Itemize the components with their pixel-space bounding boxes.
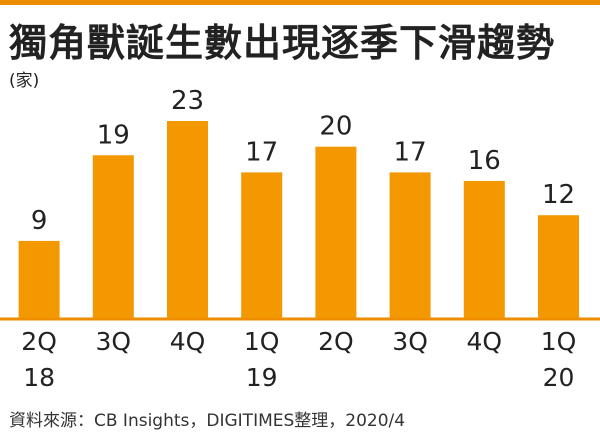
x-tick-label-2: 4Q (170, 327, 206, 356)
bar-3 (241, 172, 283, 318)
x-tick-label-3: 1Q (244, 327, 280, 356)
bar-4 (315, 146, 357, 318)
data-label-3: 17 (245, 137, 278, 167)
bar-7 (538, 215, 579, 318)
x-tick-label-7: 1Q (541, 327, 577, 356)
bar-1 (92, 155, 134, 318)
data-label-2: 23 (171, 86, 204, 116)
x-tick-year-0: 18 (23, 363, 55, 392)
chart-title: 獨角獸誕生數出現逐季下滑趨勢 (9, 21, 556, 65)
x-tick-year-3: 19 (246, 363, 278, 392)
x-tick-year-7: 20 (543, 363, 575, 392)
x-tick-label-1: 3Q (96, 327, 132, 356)
source-note: 資料來源：CB Insights，DIGITIMES整理，2020/4 (9, 411, 406, 431)
top-accent-rule (0, 0, 600, 5)
data-label-0: 9 (31, 206, 48, 236)
bar-5 (389, 172, 431, 318)
bar-2 (167, 121, 208, 318)
bar-0 (18, 240, 60, 318)
data-label-7: 12 (542, 180, 575, 210)
unit-label: (家) (9, 71, 40, 91)
x-tick-label-5: 3Q (392, 327, 428, 356)
x-tick-label-4: 2Q (318, 327, 354, 356)
data-label-5: 17 (394, 137, 427, 167)
data-label-4: 20 (319, 112, 352, 142)
data-label-1: 19 (97, 120, 130, 150)
x-tick-label-0: 2Q (21, 327, 57, 356)
data-label-6: 16 (468, 146, 501, 176)
bar-6 (463, 180, 505, 318)
x-tick-label-6: 4Q (467, 327, 503, 356)
